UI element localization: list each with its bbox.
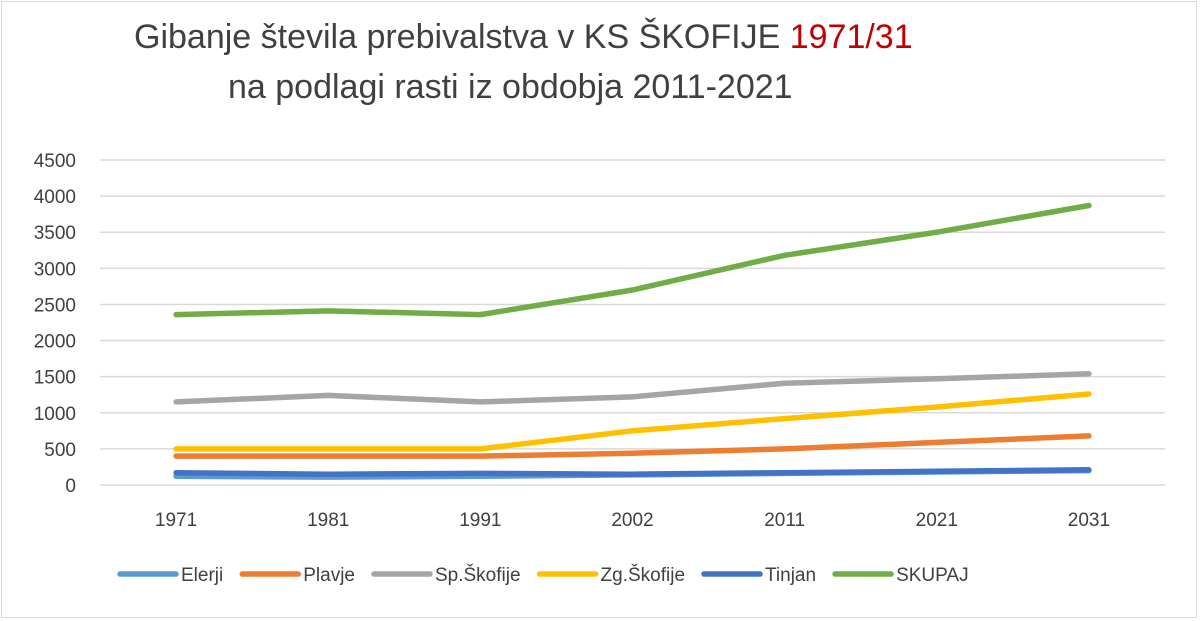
y-tick-label: 1000	[34, 404, 76, 425]
x-tick-label: 2002	[611, 510, 653, 531]
series-line-sp-kofije	[173, 371, 1092, 405]
series-line-tinjan	[173, 467, 1092, 477]
chart-title-highlight: 1971/31	[789, 18, 913, 56]
chart-title-line1: Gibanje števila prebivalstva v KS ŠKOFIJ…	[134, 18, 1200, 57]
x-tick-label: 2011	[764, 510, 805, 531]
chart-title-line2: na podlagi rasti iz obdobja 2011-2021	[228, 68, 793, 106]
y-tick-label: 2000	[34, 332, 76, 353]
series-line-skupaj	[173, 202, 1092, 318]
legend-label: Plavje	[303, 565, 355, 586]
gridlines	[100, 159, 1165, 486]
y-tick-label: 500	[44, 440, 76, 461]
x-tick-label: 2031	[1068, 510, 1110, 531]
y-tick-label: 4500	[34, 151, 76, 172]
y-tick-label: 0	[65, 476, 76, 497]
x-tick-label: 1971	[155, 510, 197, 531]
legend-label: Sp.Škofije	[435, 564, 521, 586]
y-axis-ticks: 0 500 1000 1500 2000 2500 3000 3500 4000 4500	[34, 151, 76, 497]
legend-label: Tinjan	[765, 565, 816, 586]
y-tick-label: 2500	[34, 295, 76, 316]
legend: Elerji Plavje Sp.Škofije Zg.Škofije Tinjan SK…	[117, 564, 969, 586]
y-tick-label: 4000	[34, 187, 76, 208]
chart-title-text: Gibanje števila prebivalstva v KS ŠKOFIJ…	[134, 18, 790, 56]
legend-label: Elerji	[181, 565, 223, 586]
y-tick-label: 3000	[34, 259, 76, 280]
x-tick-label: 2021	[916, 510, 958, 531]
y-tick-label: 3500	[34, 223, 76, 244]
series-lines	[173, 202, 1092, 480]
legend-label: Zg.Škofije	[601, 564, 685, 586]
y-tick-label: 1500	[34, 368, 76, 389]
series-line-plavje	[173, 433, 1092, 459]
x-axis-ticks: 1971 1981 1991 2002 2011 2021 2031	[155, 510, 1110, 531]
legend-label: SKUPAJ	[896, 565, 969, 586]
x-tick-label: 1981	[307, 510, 349, 531]
series-line-zg-kofije	[173, 391, 1092, 452]
x-tick-label: 1991	[459, 510, 501, 531]
